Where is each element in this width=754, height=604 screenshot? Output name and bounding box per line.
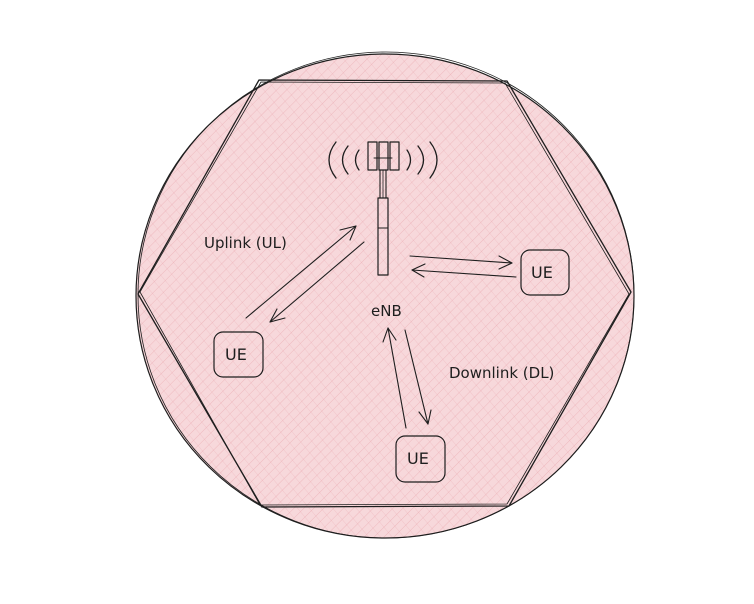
enb-label: eNB bbox=[371, 302, 402, 320]
ue-label: UE bbox=[531, 263, 553, 282]
ue-node-right: UE bbox=[520, 249, 570, 296]
ue-label: UE bbox=[225, 345, 247, 364]
coverage-circle bbox=[135, 51, 635, 539]
ue-node-left: UE bbox=[213, 331, 264, 378]
ue-label: UE bbox=[407, 449, 429, 468]
cell-tower-icon bbox=[328, 141, 438, 276]
right-ue-link-arrows bbox=[409, 255, 517, 278]
downlink-label: Downlink (DL) bbox=[449, 364, 554, 382]
uplink-label: Uplink (UL) bbox=[204, 234, 287, 252]
bottom-ue-link-arrows bbox=[382, 327, 432, 429]
ue-node-bottom: UE bbox=[395, 435, 446, 483]
hexagon-cell bbox=[137, 79, 632, 508]
left-ue-link-arrows bbox=[245, 225, 365, 323]
